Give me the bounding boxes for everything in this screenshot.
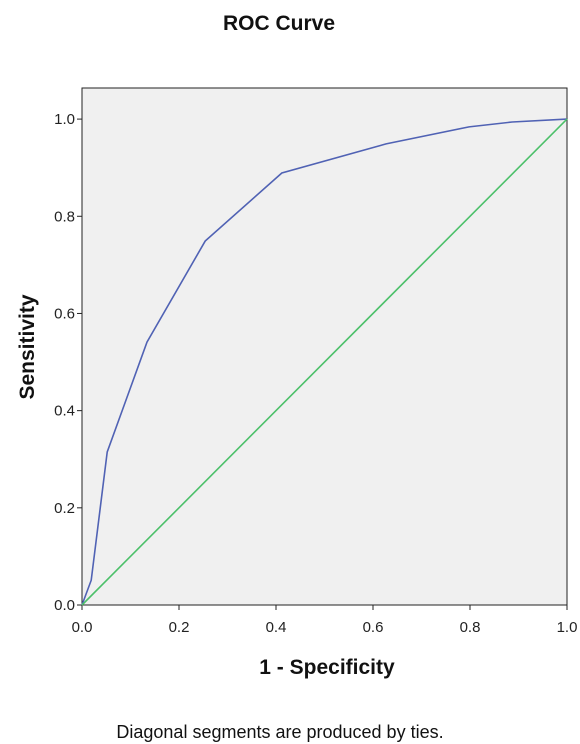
y-tick-label: 0.4 (54, 403, 75, 420)
x-tick-label: 0.2 (169, 619, 190, 636)
plot-area (81, 87, 568, 606)
x-tick-label: 0.6 (363, 619, 384, 636)
x-tick-label: 0.0 (72, 619, 93, 636)
y-axis-label: Sensitivity (16, 294, 39, 399)
x-tick-label: 0.8 (460, 619, 481, 636)
footnote: Diagonal segments are produced by ties. (116, 722, 443, 742)
x-axis-label: 1 - Specificity (259, 656, 395, 679)
y-tick-label: 0.6 (54, 305, 75, 322)
roc-line (81, 118, 568, 606)
chart-title: ROC Curve (223, 12, 335, 35)
x-tick-label: 1.0 (557, 619, 578, 636)
y-tick-label: 0.8 (54, 208, 75, 225)
x-tick-label: 0.4 (266, 619, 287, 636)
y-tick-label: 0.2 (54, 500, 75, 517)
y-tick-label: 1.0 (54, 111, 75, 128)
y-tick-label: 0.0 (54, 597, 75, 614)
roc-line (81, 118, 568, 606)
